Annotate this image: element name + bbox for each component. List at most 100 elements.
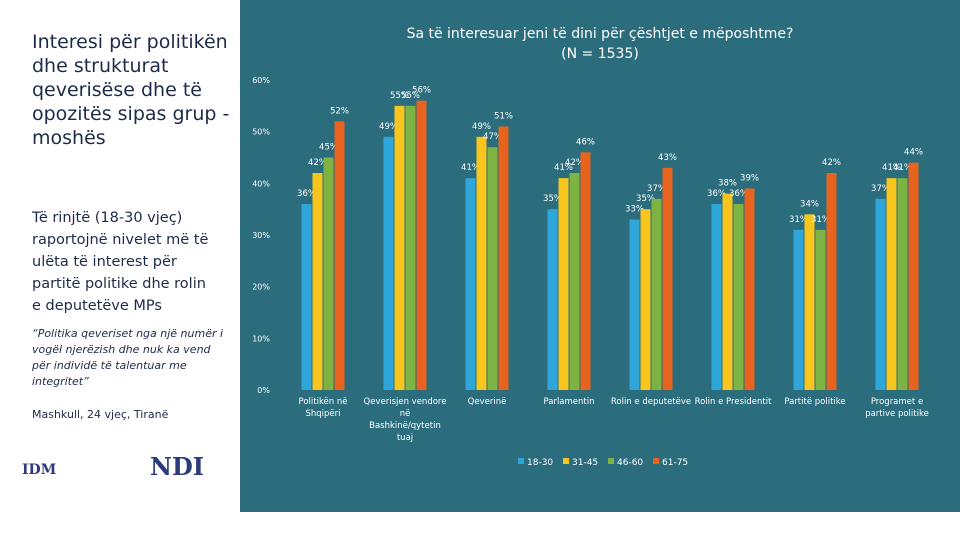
y-tick-label: 60%	[252, 76, 270, 85]
bar	[301, 204, 312, 390]
data-label: 45%	[319, 143, 338, 153]
y-tick-label: 20%	[252, 283, 270, 292]
data-label: 35%	[636, 194, 655, 204]
bar	[383, 136, 394, 390]
data-label: 41%	[882, 163, 901, 173]
bar	[580, 152, 591, 390]
bar	[804, 214, 815, 390]
legend-label: 18-30	[527, 458, 553, 468]
chart-background	[240, 0, 960, 512]
bar	[815, 229, 826, 390]
x-tick-label-box: Politikën në Shqipëri	[298, 397, 348, 419]
x-tick-label-box: Qeverisjen vendore në Bashkinë/qytetin t…	[363, 397, 447, 443]
bar	[334, 121, 345, 390]
logo: NDI	[150, 452, 204, 481]
data-label: 37%	[871, 184, 890, 194]
data-label: 31%	[811, 215, 830, 225]
data-label: 34%	[800, 199, 819, 209]
bar	[312, 173, 323, 390]
data-label: 44%	[904, 148, 923, 158]
data-label: 47%	[483, 132, 502, 142]
legend-swatch	[653, 458, 659, 464]
data-label: 41%	[893, 163, 912, 173]
data-label: 36%	[297, 189, 316, 199]
bar	[394, 105, 405, 390]
bar	[886, 178, 897, 390]
bar	[897, 178, 908, 390]
data-label: 46%	[576, 137, 595, 147]
y-tick-label: 30%	[252, 231, 270, 240]
bar	[722, 193, 733, 390]
data-label: 55%	[401, 91, 420, 101]
data-label: 52%	[330, 106, 349, 116]
legend-label: 31-45	[572, 458, 598, 468]
x-tick-label-box: Programet e partive politike	[865, 397, 929, 419]
bar	[465, 178, 476, 390]
chart: Sa të interesuar jeni të dini për çështj…	[240, 0, 960, 512]
x-tick-label: Politikën në Shqipëri	[298, 397, 348, 419]
x-tick-label-box: Rolin e deputetëve	[610, 397, 692, 407]
data-label: 49%	[379, 122, 398, 132]
bar	[662, 167, 673, 390]
legend-swatch	[563, 458, 569, 464]
legend-label: 61-75	[662, 458, 688, 468]
data-label: 43%	[658, 153, 677, 163]
chart-title: Sa të interesuar jeni të dini për çështj…	[407, 26, 794, 42]
bar	[793, 229, 804, 390]
y-tick-label: 50%	[252, 128, 270, 137]
bar	[323, 157, 334, 390]
data-label: 36%	[707, 189, 726, 199]
y-tick-label: 40%	[252, 179, 270, 188]
bar	[405, 105, 416, 390]
chart-subtitle: (N = 1535)	[561, 46, 639, 62]
bar	[558, 178, 569, 390]
data-label: 55%	[390, 91, 409, 101]
x-tick-label: Programet e partive politike	[865, 397, 929, 419]
data-label: 39%	[740, 174, 759, 184]
x-tick-label: Qeverinë	[467, 397, 507, 407]
data-label: 56%	[412, 86, 431, 96]
side-panel: Interesi për politikën dhe strukturat qe…	[0, 0, 240, 540]
data-label: 42%	[565, 158, 584, 168]
bar	[416, 100, 427, 391]
data-label: 31%	[789, 215, 808, 225]
bar	[487, 147, 498, 390]
data-label: 35%	[543, 194, 562, 204]
logo: IDM	[22, 462, 57, 478]
bar	[744, 188, 755, 390]
x-tick-label: Qeverisjen vendore në Bashkinë/qytetin t…	[363, 397, 447, 443]
x-tick-label-box: Rolin e Presidentit	[695, 397, 772, 407]
bar	[498, 126, 509, 390]
bar	[629, 219, 640, 390]
bar	[476, 136, 487, 390]
x-tick-label-box: Parlamentin	[543, 397, 595, 407]
bar	[569, 173, 580, 390]
data-label: 42%	[822, 158, 841, 168]
bar	[711, 204, 722, 390]
data-label: 42%	[308, 158, 327, 168]
y-tick-label: 10%	[252, 334, 270, 343]
quote: “Politika qeveriset nga një numër i vogë…	[32, 327, 224, 388]
data-label: 49%	[472, 122, 491, 132]
data-label: 33%	[625, 205, 644, 215]
data-label: 51%	[494, 112, 513, 122]
quote-author: Mashkull, 24 vjeç, Tiranë	[32, 408, 169, 421]
x-tick-label: Rolin e deputetëve	[610, 397, 692, 407]
x-tick-label: Partitë politike	[784, 397, 846, 407]
panel-title: Interesi për politikën dhe strukturat qe…	[32, 31, 230, 149]
bar	[547, 209, 558, 390]
bar	[826, 173, 837, 390]
x-tick-label: Parlamentin	[543, 397, 595, 407]
data-label: 41%	[461, 163, 480, 173]
summary: Të rinjtë (18-30 vjeç) raportojnë nivele…	[32, 210, 209, 314]
bar	[875, 198, 886, 390]
y-tick-label: 0%	[257, 386, 270, 395]
legend-label: 46-60	[617, 458, 643, 468]
bar	[640, 209, 651, 390]
data-label: 38%	[718, 179, 737, 189]
x-tick-label-box: Qeverinë	[467, 397, 507, 407]
bar	[733, 204, 744, 390]
bar	[908, 162, 919, 390]
data-label: 41%	[554, 163, 573, 173]
